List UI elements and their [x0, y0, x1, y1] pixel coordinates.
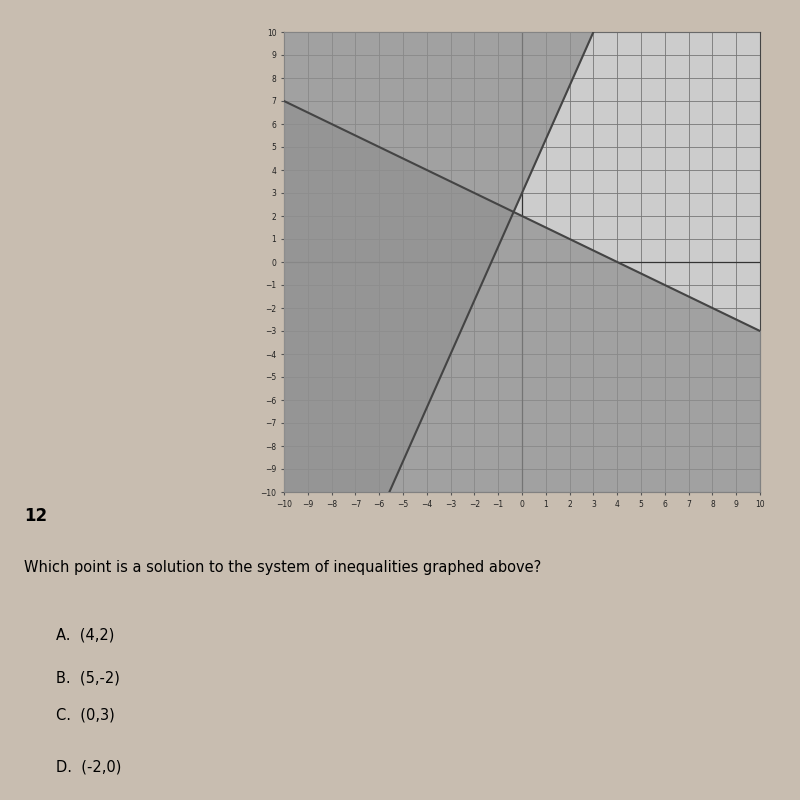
Text: C.  (0,3): C. (0,3) — [56, 708, 114, 722]
Text: 12: 12 — [24, 507, 47, 526]
Text: A.  (4,2): A. (4,2) — [56, 627, 114, 642]
Text: B.  (5,-2): B. (5,-2) — [56, 670, 120, 686]
Text: D.  (-2,0): D. (-2,0) — [56, 760, 122, 775]
Text: Which point is a solution to the system of inequalities graphed above?: Which point is a solution to the system … — [24, 560, 542, 574]
